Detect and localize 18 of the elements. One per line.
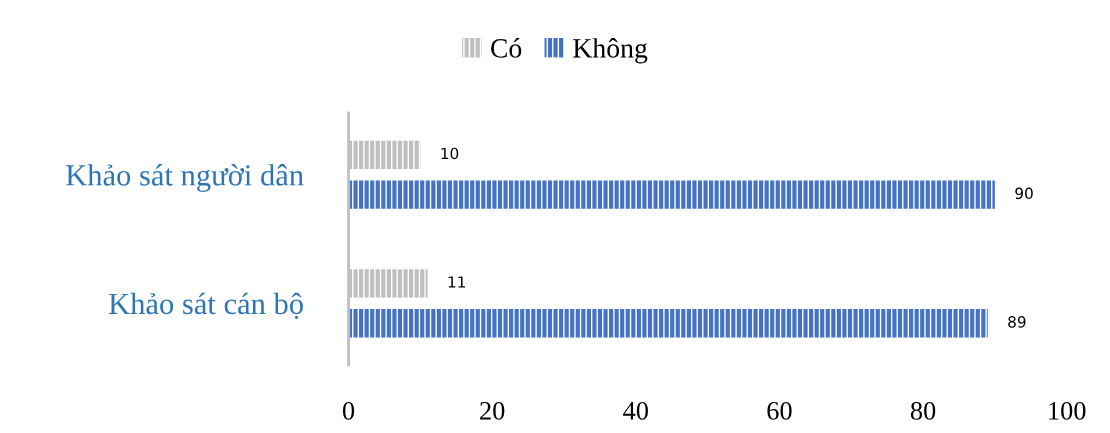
bar <box>348 180 995 209</box>
x-tick-label: 60 <box>767 401 792 420</box>
legend-label: Không <box>573 38 648 64</box>
x-tick-label: 100 <box>1049 401 1086 420</box>
bar <box>348 140 421 169</box>
data-label: 10 <box>441 147 459 160</box>
bar <box>348 269 428 298</box>
x-tick-label: 20 <box>480 401 505 420</box>
data-label: 90 <box>1015 187 1033 200</box>
y-tick-label: Khảo sát người dân <box>66 164 304 192</box>
x-tick-label: 80 <box>910 401 936 420</box>
bar <box>348 309 988 338</box>
data-label: 11 <box>448 276 466 288</box>
data-label: 89 <box>1008 316 1026 328</box>
legend-label: Có <box>491 38 522 58</box>
y-tick-label: Khảo sát cán bộ <box>108 292 303 319</box>
x-tick-label: 0 <box>342 401 355 420</box>
x-tick-label: 40 <box>623 401 648 420</box>
